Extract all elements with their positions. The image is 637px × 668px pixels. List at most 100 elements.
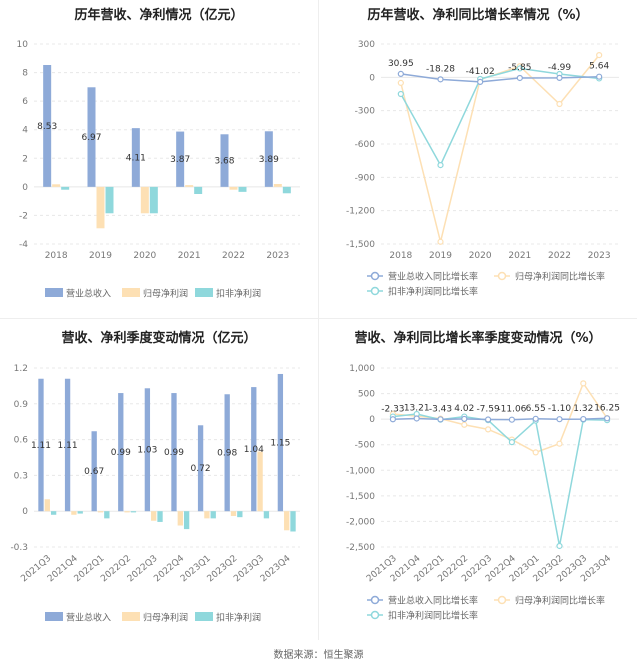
data-point [389, 416, 397, 423]
data-label: 16.25 [594, 403, 620, 413]
data-label: -3.43 [429, 404, 452, 414]
y-tick-label: 1.2 [14, 364, 28, 374]
data-label: 3.68 [214, 157, 234, 167]
annual-values-panel: 历年营收、净利情况（亿元） -4 -2 0 2 4 6 8 10 2018 2019 2020 202… [0, 0, 318, 318]
bar [183, 511, 190, 530]
bar [77, 511, 83, 514]
data-point [556, 100, 563, 108]
bar [44, 499, 50, 512]
legend-marker [497, 595, 507, 605]
data-label: 5.64 [589, 62, 609, 72]
y-tick-label: 0.3 [14, 471, 28, 481]
bar [43, 65, 52, 187]
data-point [532, 449, 539, 456]
y-tick-label: 1,000 [349, 364, 375, 374]
y-tick-label: 300 [358, 40, 375, 50]
bar [140, 186, 149, 214]
y-tick-label: 2 [22, 154, 28, 164]
legend-label: 扣非净利润 [216, 288, 261, 300]
y-tick-label: -0.3 [10, 543, 28, 553]
data-point [516, 65, 523, 72]
data-label: 1.11 [58, 441, 78, 451]
data-label: 4.11 [126, 154, 146, 164]
y-tick-label: -1,500 [346, 240, 375, 250]
legend-swatch [122, 612, 140, 621]
series-line [400, 54, 600, 242]
data-label: -5.85 [508, 63, 531, 73]
y-tick-label: -2,500 [346, 543, 375, 553]
y-tick-label: -1,000 [346, 466, 375, 476]
bar [238, 186, 247, 192]
legend-label: 归母净利润同比增长率 [515, 595, 605, 607]
data-point [485, 426, 492, 433]
legend-marker [370, 595, 380, 605]
data-label: -18.28 [426, 64, 455, 74]
bar [105, 186, 114, 214]
data-label: 30.95 [388, 59, 414, 69]
data-point [485, 416, 492, 423]
data-label: 0.72 [191, 464, 211, 474]
bar [284, 511, 290, 531]
series-line [392, 413, 608, 547]
legend-label: 归母净利润 [143, 288, 188, 300]
data-point [556, 440, 563, 447]
data-label: 1.15 [270, 439, 290, 449]
bar [124, 511, 130, 513]
bar [210, 511, 216, 519]
bar [197, 425, 204, 512]
data-point [580, 415, 587, 423]
data-point [437, 416, 444, 423]
y-tick-label: -1,200 [346, 207, 375, 217]
y-tick-label: -600 [355, 140, 376, 150]
chart-title: 历年营收、净利同比增长率情况（%） [367, 8, 589, 23]
y-tick-label: 4 [22, 126, 28, 136]
data-point [604, 415, 611, 422]
x-tick-label: 2021 [508, 251, 531, 261]
bar [171, 393, 177, 512]
legend-marker [370, 286, 380, 296]
bar [257, 451, 263, 512]
bar [96, 186, 105, 229]
y-tick-label: 6 [22, 97, 28, 107]
chart-title: 营收、净利季度变动情况（亿元） [61, 331, 257, 346]
data-label: -41.02 [466, 67, 495, 77]
y-tick-label: -900 [355, 173, 376, 183]
y-tick-label: -2,000 [346, 517, 375, 527]
bar [91, 431, 97, 512]
legend-swatch [195, 288, 213, 297]
bar [185, 185, 194, 187]
legend-label: 归母净利润 [143, 612, 188, 624]
series-line [392, 417, 608, 421]
annual-growth-chart: -1,500 -1,200 -900 -600 -300 0 300 2018 2019 2020… [346, 40, 619, 298]
x-tick-label: 2018 [389, 251, 412, 261]
bar [71, 511, 77, 515]
annual-growth-panel: 历年营收、净利同比增长率情况（%） -1,500 -1,200 -900 -600 -3… [319, 0, 637, 318]
data-label: -11.06 [497, 405, 526, 415]
bar [38, 378, 44, 512]
data-label: -2.33 [381, 404, 404, 414]
legend-label: 营业总收入同比增长率 [388, 595, 478, 607]
data-label: 0.67 [84, 467, 104, 477]
quarterly-growth-chart: -2,500-2,000-1,500-1,000-50005001,000202… [346, 364, 620, 622]
y-tick-label: -300 [355, 107, 376, 117]
y-tick-label: 0 [22, 183, 28, 193]
bar [251, 387, 257, 512]
bar [176, 131, 185, 187]
data-point [596, 73, 603, 80]
x-tick-label: 2022 [222, 251, 245, 261]
x-tick-label: 2023Q4 [259, 553, 293, 584]
data-label: 0.98 [217, 449, 237, 459]
data-label: -4.99 [548, 63, 572, 73]
x-tick-label: 2020 [133, 251, 156, 261]
data-point [437, 76, 444, 83]
bar [220, 134, 229, 187]
vertical-divider [318, 0, 319, 640]
data-point [397, 70, 404, 77]
bar [229, 186, 238, 190]
x-tick-label: 2023 [266, 251, 289, 261]
legend-marker [370, 610, 380, 620]
legend-swatch [195, 612, 213, 621]
bar [151, 511, 157, 521]
bar [263, 511, 270, 519]
data-point [556, 416, 563, 423]
